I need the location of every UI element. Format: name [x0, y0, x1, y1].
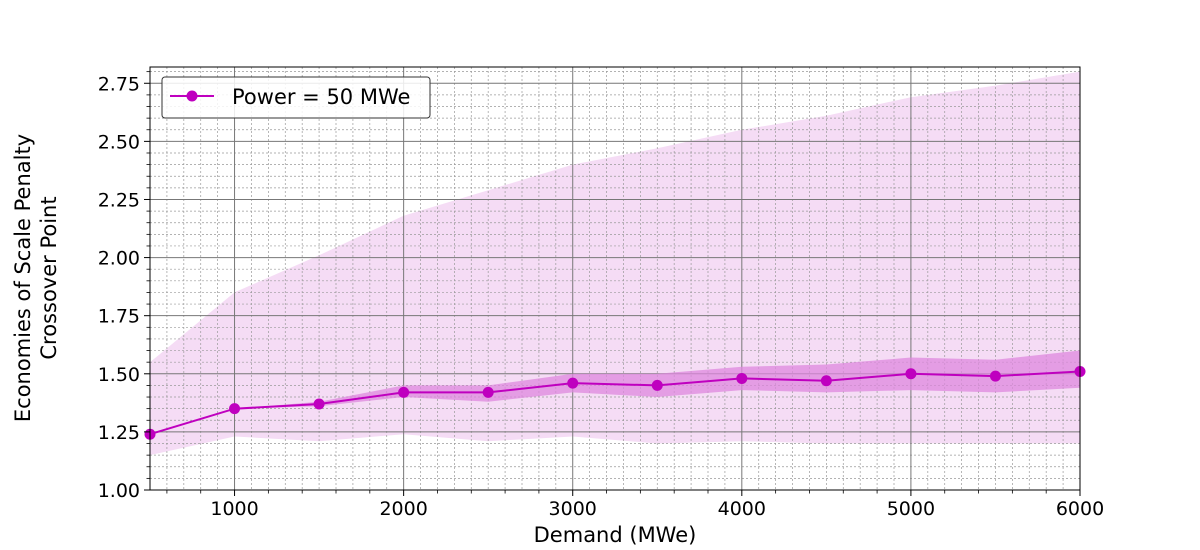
y-tick-label: 2.75	[98, 73, 140, 95]
legend-marker-swatch	[186, 90, 198, 102]
data-point	[651, 379, 663, 391]
data-point	[567, 377, 579, 389]
outer-uncertainty-band	[150, 71, 1080, 456]
x-tick-label: 6000	[1056, 498, 1104, 520]
y-axis-label-line-1: Economies of Scale Penalty	[11, 134, 35, 422]
x-tick-label: 1000	[210, 498, 258, 520]
x-tick-label: 5000	[887, 498, 935, 520]
y-tick-label: 1.50	[98, 364, 140, 386]
x-axis-label: Demand (MWe)	[534, 523, 697, 547]
data-point	[736, 372, 748, 384]
y-tick-label: 2.25	[98, 189, 140, 211]
plot-frame	[149, 66, 1081, 491]
data-point	[905, 368, 917, 380]
y-axis-label-line-2: Crossover Point	[37, 196, 61, 359]
data-point	[482, 386, 494, 398]
minor-grid	[150, 67, 1080, 490]
x-tick-labels: 1000 2000 3000 4000 5000 6000	[210, 498, 1104, 520]
series-line-layer	[149, 370, 1081, 436]
data-point	[989, 370, 1001, 382]
inner-uncertainty-band-layer	[150, 350, 1080, 435]
outer-uncertainty-band-layer	[150, 71, 1080, 456]
legend-label: Power = 50 MWe	[232, 85, 410, 109]
y-tick-label: 1.00	[98, 480, 140, 502]
x-tick-label: 2000	[379, 498, 427, 520]
legend-box	[161, 76, 431, 119]
y-tick-label: 2.50	[98, 131, 140, 153]
data-point	[398, 386, 410, 398]
tick-marks	[144, 71, 1081, 496]
data-point	[820, 375, 832, 387]
data-point	[229, 403, 241, 415]
y-tick-label: 1.75	[98, 306, 140, 328]
x-tick-label: 3000	[549, 498, 597, 520]
y-tick-label: 2.00	[98, 248, 140, 270]
series-line	[149, 370, 1081, 436]
legend: Power = 50 MWe	[161, 76, 431, 119]
y-tick-labels: 1.00 1.25 1.50 1.75 2.00 2.25 2.50 2.75	[98, 73, 140, 502]
inner-uncertainty-band	[150, 350, 1080, 435]
y-tick-label: 1.25	[98, 422, 140, 444]
x-tick-label: 4000	[718, 498, 766, 520]
data-point	[313, 398, 325, 410]
